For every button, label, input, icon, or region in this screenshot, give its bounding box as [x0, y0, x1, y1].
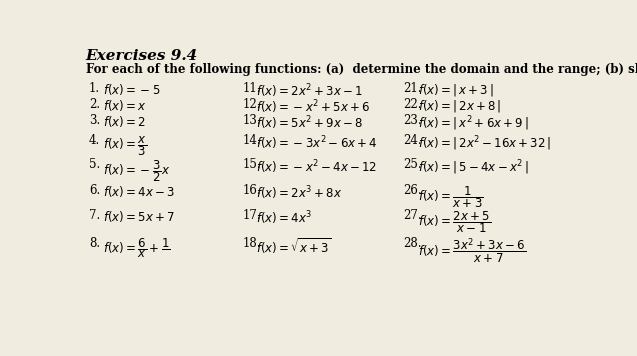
Text: $f(x) = 4x^3$: $f(x) = 4x^3$ [256, 209, 313, 227]
Text: $f(x) = -\dfrac{3}{2}x$: $f(x) = -\dfrac{3}{2}x$ [103, 158, 170, 184]
Text: 4.: 4. [89, 134, 100, 147]
Text: $f(x) = \dfrac{2x+5}{x-1}$: $f(x) = \dfrac{2x+5}{x-1}$ [417, 209, 490, 235]
Text: $f(x) = 2x^3 + 8x$: $f(x) = 2x^3 + 8x$ [256, 184, 343, 202]
Text: 22.: 22. [404, 98, 422, 111]
Text: $f(x) = x$: $f(x) = x$ [103, 98, 147, 113]
Text: $f(x) = -3x^2 - 6x + 4$: $f(x) = -3x^2 - 6x + 4$ [256, 134, 378, 152]
Text: 24.: 24. [404, 134, 422, 147]
Text: 23.: 23. [404, 114, 422, 127]
Text: 14.: 14. [242, 134, 261, 147]
Text: 5.: 5. [89, 158, 100, 171]
Text: 15.: 15. [242, 158, 261, 171]
Text: $f(x) = |\, 5 - 4x - x^2 \,|$: $f(x) = |\, 5 - 4x - x^2 \,|$ [417, 158, 528, 177]
Text: 6.: 6. [89, 184, 100, 197]
Text: $f(x) = -x^2 - 4x - 12$: $f(x) = -x^2 - 4x - 12$ [256, 158, 378, 176]
Text: 8.: 8. [89, 237, 100, 250]
Text: Exercises 9.4: Exercises 9.4 [86, 49, 198, 63]
Text: $f(x) = |\, x^2 + 6x + 9 \,|$: $f(x) = |\, x^2 + 6x + 9 \,|$ [417, 114, 528, 133]
Text: $f(x) = \dfrac{6}{x} + \dfrac{1}{\ }$: $f(x) = \dfrac{6}{x} + \dfrac{1}{\ }$ [103, 237, 171, 261]
Text: 1.: 1. [89, 82, 100, 95]
Text: $f(x) = \dfrac{x}{3}$: $f(x) = \dfrac{x}{3}$ [103, 134, 147, 158]
Text: $f(x) = -x^2 + 5x + 6$: $f(x) = -x^2 + 5x + 6$ [256, 98, 371, 116]
Text: $f(x) = -5$: $f(x) = -5$ [103, 82, 161, 97]
Text: $f(x) = \dfrac{1}{x+3}$: $f(x) = \dfrac{1}{x+3}$ [417, 184, 483, 210]
Text: $f(x) = 5x^2 + 9x - 8$: $f(x) = 5x^2 + 9x - 8$ [256, 114, 364, 132]
Text: $f(x) = 2$: $f(x) = 2$ [103, 114, 146, 129]
Text: $f(x) = \dfrac{3x^2+3x-6}{x+7}$: $f(x) = \dfrac{3x^2+3x-6}{x+7}$ [417, 237, 526, 266]
Text: $f(x) = |\, x + 3 \,|$: $f(x) = |\, x + 3 \,|$ [417, 82, 493, 98]
Text: 12.: 12. [242, 98, 261, 111]
Text: $f(x) = |\, 2x + 8 \,|$: $f(x) = |\, 2x + 8 \,|$ [417, 98, 501, 114]
Text: 21.: 21. [404, 82, 422, 95]
Text: $f(x) = 5x + 7$: $f(x) = 5x + 7$ [103, 209, 175, 224]
Text: $f(x) = \sqrt{x+3}$: $f(x) = \sqrt{x+3}$ [256, 237, 332, 256]
Text: For each of the following functions: (a)  determine the domain and the range; (b: For each of the following functions: (a)… [86, 63, 637, 76]
Text: 17.: 17. [242, 209, 261, 222]
Text: 27.: 27. [404, 209, 422, 222]
Text: 16.: 16. [242, 184, 261, 197]
Text: $f(x) = 2x^2 + 3x - 1$: $f(x) = 2x^2 + 3x - 1$ [256, 82, 363, 100]
Text: 25.: 25. [404, 158, 422, 171]
Text: 2.: 2. [89, 98, 100, 111]
Text: 11.: 11. [242, 82, 261, 95]
Text: $f(x) = |\, 2x^2 - 16x + 32 \,|$: $f(x) = |\, 2x^2 - 16x + 32 \,|$ [417, 134, 551, 153]
Text: 26.: 26. [404, 184, 422, 197]
Text: 13.: 13. [242, 114, 261, 127]
Text: 28.: 28. [404, 237, 422, 250]
Text: 7.: 7. [89, 209, 100, 222]
Text: 18.: 18. [242, 237, 261, 250]
Text: $f(x) = 4x - 3$: $f(x) = 4x - 3$ [103, 184, 175, 199]
Text: 3.: 3. [89, 114, 100, 127]
